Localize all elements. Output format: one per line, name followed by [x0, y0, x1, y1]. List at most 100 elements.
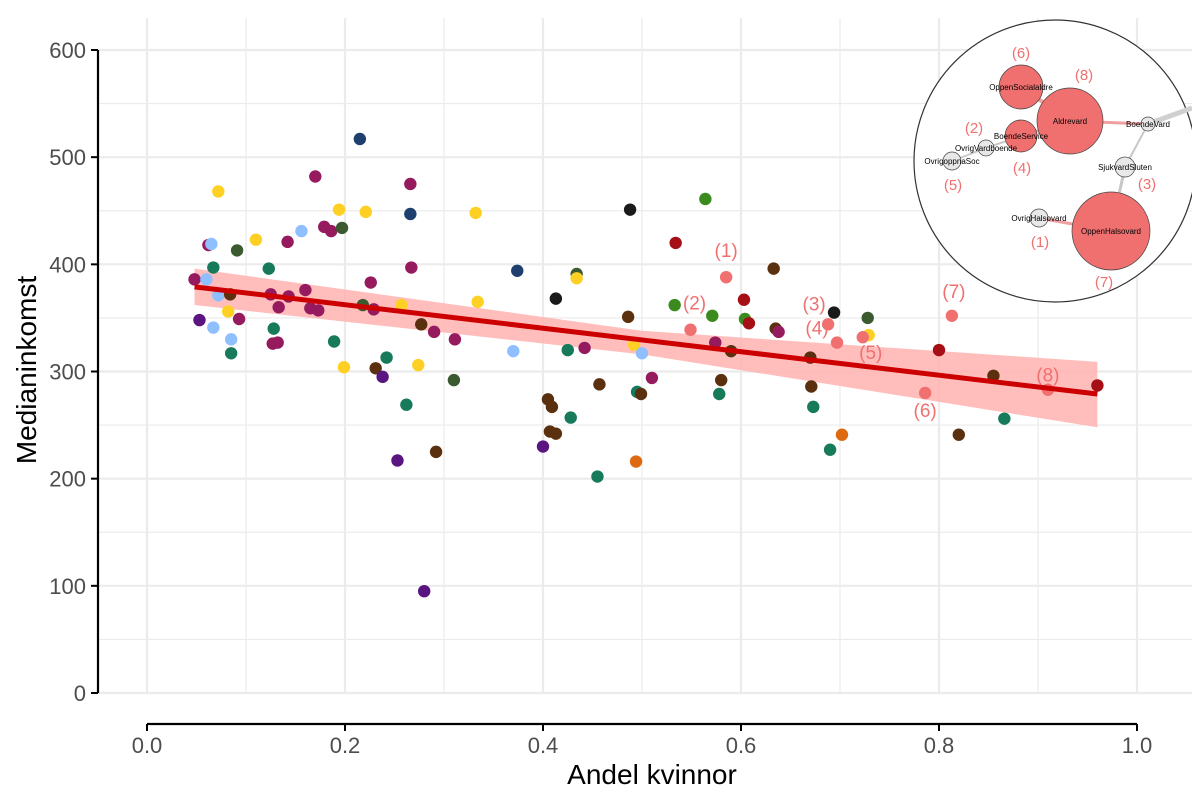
data-point: [376, 370, 389, 384]
data-point: [861, 311, 874, 325]
y-tick-label: 500: [49, 145, 86, 170]
x-tick-label: 1.0: [1122, 733, 1153, 758]
data-point: [998, 412, 1011, 425]
y-tick-label: 400: [49, 252, 86, 277]
data-point: [471, 295, 484, 309]
data-point: [312, 304, 325, 317]
data-point: [549, 292, 563, 305]
network-node: [1036, 87, 1104, 155]
network-node-number: (2): [965, 120, 983, 137]
data-point: [369, 362, 382, 375]
data-point: [511, 264, 524, 277]
data-point: [570, 272, 583, 285]
fit-line: [194, 284, 1098, 397]
network-node-label: OppenHalsovard: [1081, 227, 1141, 236]
data-point: [212, 185, 225, 198]
highlight-label: (1): [715, 241, 738, 262]
network-node-number: (8): [1075, 67, 1093, 84]
data-point: [415, 318, 428, 331]
network-node: [942, 151, 962, 171]
highlight-label: (7): [942, 282, 965, 303]
data-point: [668, 298, 681, 312]
network-node: [998, 64, 1044, 110]
y-tick-label: 100: [49, 574, 86, 599]
network-node-number: (6): [1012, 45, 1030, 62]
data-point: [404, 207, 417, 221]
data-point: [536, 440, 550, 453]
data-point: [188, 273, 201, 286]
network-node-label: OvrigHalsovard: [1011, 214, 1066, 223]
data-point: [404, 177, 417, 191]
data-point: [742, 317, 756, 330]
data-point: [669, 236, 682, 250]
y-tick-label: 0: [74, 681, 86, 706]
data-point: [412, 358, 425, 372]
confidence-band: [194, 268, 1098, 428]
highlight-point: [918, 386, 932, 400]
data-point: [767, 262, 780, 275]
data-point: [395, 298, 408, 312]
data-point: [337, 361, 351, 374]
data-point: [827, 306, 841, 319]
confidence-band-area: [194, 268, 1098, 428]
x-tick-label: 0.6: [726, 733, 757, 758]
y-axis-title: Medianinkomst: [11, 276, 42, 465]
data-point: [623, 203, 637, 216]
highlight-point: [856, 331, 869, 344]
data-point: [807, 400, 820, 414]
fit-line-layer: [194, 284, 1098, 397]
highlight-point: [830, 336, 844, 349]
highlight-layer: (1) (2) (3) (4) (5) (6) (7) (8): [683, 241, 1060, 422]
x-axis-title: Andel kvinnor: [567, 759, 737, 788]
data-point: [507, 344, 520, 358]
data-point: [713, 387, 726, 401]
data-point: [772, 325, 785, 339]
data-point: [207, 261, 220, 274]
data-point: [327, 335, 341, 348]
data-point: [295, 224, 308, 238]
data-point: [545, 400, 559, 414]
data-point: [224, 347, 238, 360]
data-point: [706, 309, 719, 322]
data-point: [335, 221, 349, 235]
data-point: [629, 455, 643, 468]
highlight-label: (2): [683, 294, 706, 315]
data-point: [1091, 379, 1104, 392]
highlight-label: (3): [803, 294, 826, 315]
data-point: [299, 283, 312, 297]
network-edge: [1147, 105, 1192, 127]
data-point: [380, 351, 393, 364]
x-tick-label: 0.0: [132, 733, 163, 758]
highlight-label: (6): [914, 401, 937, 422]
data-point: [207, 321, 220, 334]
highlight-label: (4): [805, 319, 828, 340]
highlight-point: [945, 309, 959, 322]
network-extra-label: (4): [1013, 160, 1031, 177]
network-node: [1004, 119, 1038, 153]
data-point: [271, 336, 284, 349]
network-node-label: BoendeVard: [1126, 120, 1170, 129]
data-point: [635, 347, 649, 360]
network-node-label: OvrigVardboende: [955, 144, 1018, 153]
data-point: [405, 261, 418, 274]
network-node: [977, 139, 995, 157]
data-point: [835, 428, 849, 441]
data-point: [364, 276, 377, 289]
axes: 0 100 200 300 400 500 600 0.0 0.2 0.4 0.6 0.8 1.0: [49, 38, 1152, 758]
inset-network: OppenSocialaldre (6) Aldrevard (8) BoendeSer…: [913, 19, 1192, 303]
data-point: [309, 170, 322, 183]
data-point: [578, 341, 591, 355]
data-point: [400, 398, 413, 411]
data-point: [324, 224, 338, 238]
data-point: [715, 373, 728, 387]
network-node: [1071, 191, 1151, 271]
network-node-number: (3): [1138, 176, 1156, 193]
points-layer: [188, 132, 1104, 598]
data-point: [224, 333, 238, 346]
data-point: [469, 206, 482, 220]
data-point: [932, 343, 946, 357]
data-point: [232, 312, 246, 326]
network-node: [1140, 116, 1156, 132]
network-node-label: OppenSocialaldre: [989, 83, 1053, 92]
